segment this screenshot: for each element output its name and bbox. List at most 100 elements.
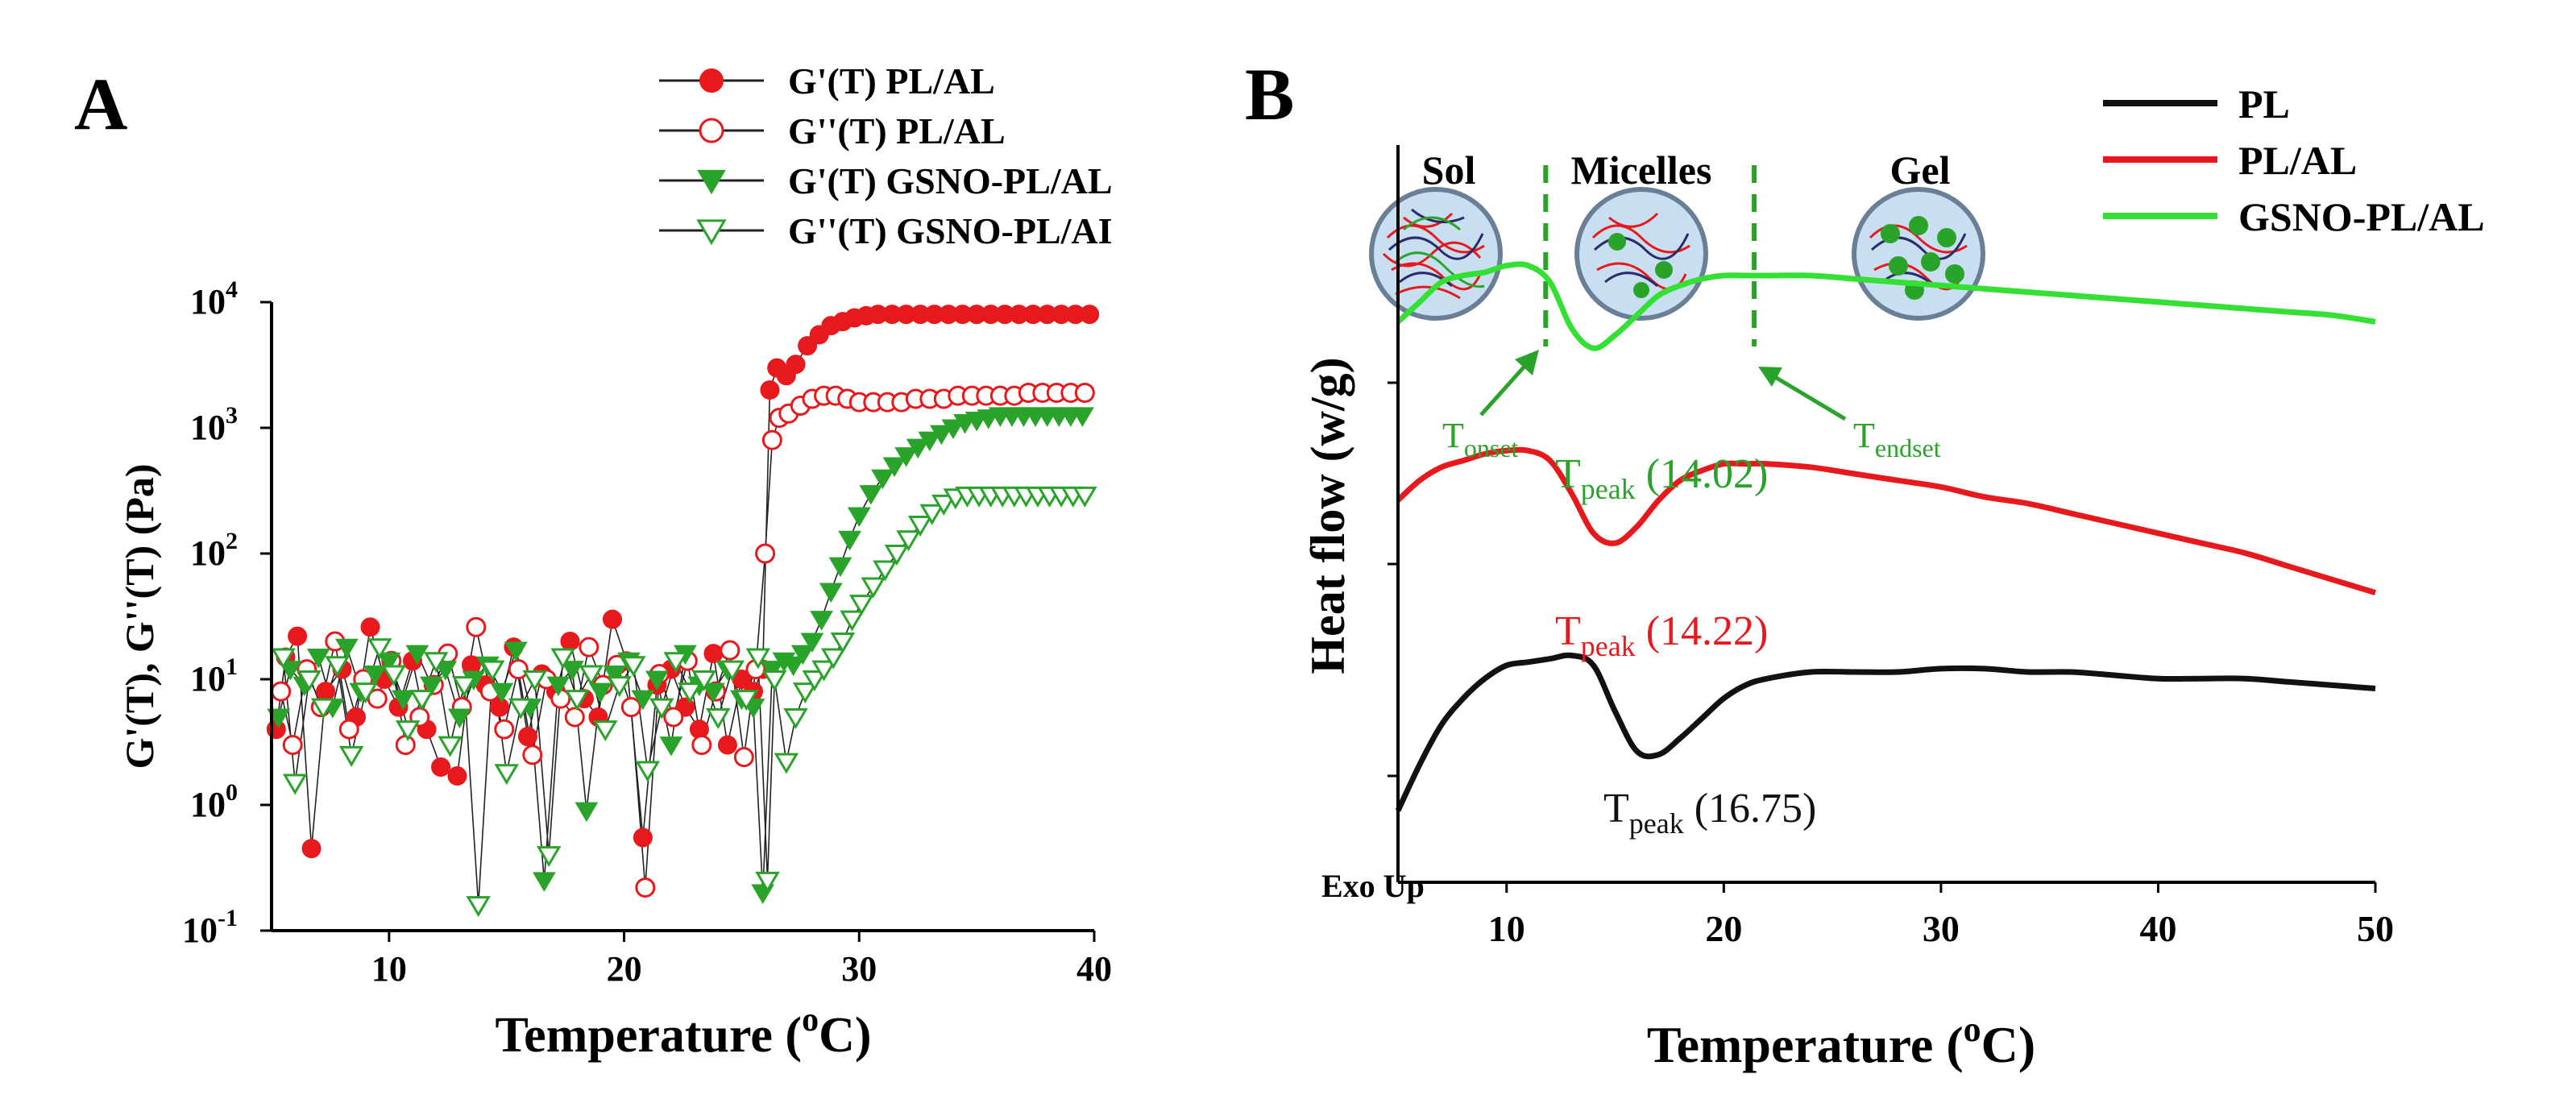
- panel-a-point: [409, 690, 434, 711]
- panel-a-point: [906, 438, 930, 459]
- panel-a-point: [782, 656, 806, 677]
- panel-a-point: [377, 652, 401, 673]
- panel-a-y-tick-label: 102: [190, 528, 238, 573]
- panel-a-point: [282, 735, 303, 756]
- panel-a-x-tick-label: 10: [371, 949, 407, 989]
- panel-a-point: [271, 681, 292, 702]
- panel-b-x-tick-label: 10: [1488, 908, 1525, 949]
- panel-a-point: [929, 425, 953, 446]
- panel-a-point: [755, 543, 776, 564]
- panel-a-point: [381, 665, 406, 686]
- panel-a-point: [338, 745, 364, 767]
- panel-a-point: [663, 652, 689, 674]
- panel-a-y-tick-label: 101: [190, 653, 238, 699]
- panel-a-point: [536, 846, 562, 868]
- panel-b-plot-area: [1395, 165, 2377, 812]
- panel-a-point: [873, 560, 898, 582]
- panel-a-point: [550, 648, 575, 670]
- panel-a-point: [282, 774, 308, 795]
- annotation-tpeak-pl: Tpeak (16.75): [1603, 786, 1816, 840]
- panel-a-point: [691, 735, 712, 756]
- panel-a-point: [659, 736, 683, 757]
- panel-a-point: [677, 682, 703, 704]
- panel-a-point: [367, 688, 388, 709]
- annotation-tendset: Tendset: [1853, 416, 1941, 462]
- panel-a-y-axis-title: G'(T), G''(T) (Pa): [117, 463, 162, 769]
- panel-a-legend-label: G'(T) GSNO-PL/AL: [788, 160, 1113, 201]
- tonset-arrowhead: [1515, 350, 1539, 375]
- panel-a-y-tick-label: 10-1: [182, 905, 238, 950]
- panel-b-y-axis-title: Heat flow (w/g): [1301, 357, 1354, 674]
- panel-a-point: [649, 698, 674, 720]
- panel-a-point: [761, 429, 782, 450]
- panel-b-x-ticks: 10 20 30 40 50: [1488, 882, 2394, 949]
- panel-a-y-tick-label: 104: [190, 276, 238, 321]
- panel-a-point: [745, 648, 771, 670]
- panel-a-point: [931, 494, 956, 516]
- panel-a-point: [532, 872, 556, 892]
- panel-a-point: [830, 633, 856, 654]
- panel-a-point: [896, 530, 921, 552]
- panel-a-point: [508, 659, 529, 680]
- panel-a-point: [663, 707, 684, 728]
- panel-a-x-ticks: 10 20 30 40: [371, 931, 1112, 989]
- panel-a-point: [703, 644, 724, 664]
- panel-a-point: [560, 632, 580, 652]
- panel-b-legend-label: PL: [2238, 81, 2290, 127]
- panel-a-point: [790, 645, 815, 666]
- panel-a-x-tick-label: 30: [841, 949, 877, 989]
- panel-b-x-tick-label: 30: [1923, 908, 1960, 949]
- panel-b-exo-label: Exo Up: [1321, 868, 1425, 904]
- panel-a-point: [338, 719, 359, 740]
- panel-a-point: [466, 616, 487, 637]
- panel-a-point: [783, 707, 808, 729]
- panel-a-point: [786, 355, 806, 375]
- panel-a-point: [564, 690, 590, 711]
- panel-a-point: [592, 720, 618, 742]
- panel-a-point: [798, 336, 818, 356]
- panel-a-point: [802, 670, 828, 691]
- panel-a-letter: A: [74, 63, 127, 145]
- panel-a-point: [517, 727, 537, 747]
- panel-a-legend-marker: [696, 219, 727, 246]
- tonset-arrow: [1479, 359, 1531, 417]
- panel-a-point: [490, 682, 514, 703]
- panel-a-point: [810, 611, 834, 631]
- panel-a-point: [1080, 305, 1100, 325]
- panel-a-point: [367, 638, 392, 660]
- panel-a-point: [792, 682, 818, 704]
- panel-a-point: [1072, 486, 1097, 508]
- panel-b-legend: PL PL/AL GSNO-PL/AL: [2103, 81, 2485, 239]
- panel-a-legend-marker: [699, 118, 724, 143]
- annotation-tonset: Tonset: [1442, 416, 1519, 462]
- gel-schematic: [1852, 187, 1985, 321]
- panel-a-point: [691, 670, 717, 691]
- panel-a-point: [479, 660, 505, 682]
- panel-a-point: [761, 670, 787, 691]
- panel-b-letter: B: [1245, 53, 1294, 135]
- panel-a-point: [334, 638, 359, 659]
- panel-a-point: [705, 707, 731, 729]
- panel-a-point: [522, 745, 543, 765]
- panel-a-point: [602, 609, 622, 629]
- panel-a-point: [575, 802, 599, 823]
- panel-b-series-line: [1396, 446, 2377, 595]
- panel-a-point: [633, 827, 653, 848]
- micelles-schematic: [1574, 187, 1708, 321]
- panel-a-point: [819, 583, 843, 603]
- panel-a-point: [733, 747, 754, 768]
- panel-a-legend-marker: [697, 169, 726, 195]
- panel-a-point: [847, 507, 871, 528]
- panel-a-point: [760, 661, 784, 681]
- panel-a-point: [755, 871, 780, 893]
- panel-a-point: [310, 698, 336, 720]
- panel-a-point: [447, 766, 467, 786]
- panel-a-y-tick-label: 100: [190, 779, 238, 824]
- panel-a-point: [363, 666, 387, 686]
- panel-a-point: [848, 595, 874, 616]
- panel-a-point: [564, 707, 585, 728]
- panel-a-point: [645, 670, 669, 691]
- panel-b: B PL PL/AL GSNO-PL/AL Sol Micelles Gel: [1245, 53, 2485, 1073]
